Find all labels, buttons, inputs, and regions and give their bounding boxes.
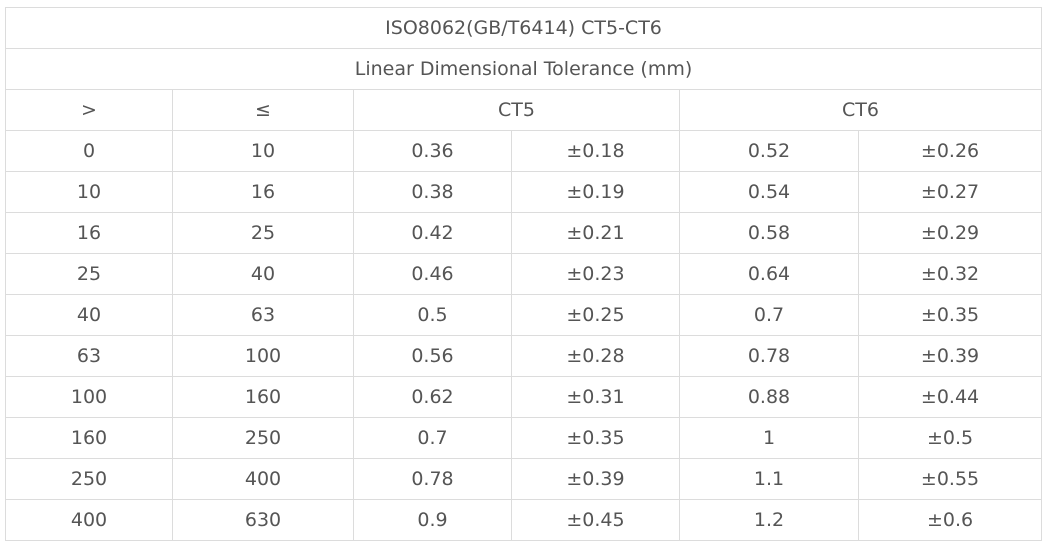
ct5-value-cell: 0.36 [353, 130, 512, 172]
ct5-value-cell: 0.9 [353, 499, 512, 541]
ct6-value-cell: 1 [679, 417, 859, 459]
table-row: 25 40 0.46 ±0.23 0.64 ±0.32 [5, 253, 1043, 295]
range-from-cell: 16 [5, 212, 173, 254]
ct6-tolerance-cell: ±0.39 [857, 335, 1043, 377]
ct5-tolerance-cell: ±0.39 [511, 458, 680, 500]
header-ct5: CT5 [353, 89, 680, 131]
ct6-tolerance-cell: ±0.44 [857, 376, 1043, 418]
ct6-tolerance-cell: ±0.32 [857, 253, 1043, 295]
range-to-cell: 63 [172, 294, 354, 336]
ct5-tolerance-cell: ±0.19 [511, 171, 680, 213]
range-to-cell: 400 [172, 458, 354, 500]
ct6-tolerance-cell: ±0.29 [857, 212, 1043, 254]
ct5-value-cell: 0.5 [353, 294, 512, 336]
range-from-cell: 40 [5, 294, 173, 336]
table-row: 0 10 0.36 ±0.18 0.52 ±0.26 [5, 130, 1043, 172]
ct5-tolerance-cell: ±0.45 [511, 499, 680, 541]
range-from-cell: 0 [5, 130, 173, 172]
range-to-cell: 160 [172, 376, 354, 418]
ct5-value-cell: 0.78 [353, 458, 512, 500]
table-title-row: ISO8062(GB/T6414) CT5-CT6 [4, 7, 1043, 49]
ct5-value-cell: 0.62 [353, 376, 512, 418]
table-subtitle-row: Linear Dimensional Tolerance (mm) [4, 48, 1043, 90]
table-row: 63 100 0.56 ±0.28 0.78 ±0.39 [5, 335, 1043, 377]
range-from-cell: 25 [5, 253, 173, 295]
range-to-cell: 10 [172, 130, 354, 172]
ct6-value-cell: 0.7 [679, 294, 859, 336]
range-from-cell: 160 [5, 417, 173, 459]
table-row: 250 400 0.78 ±0.39 1.1 ±0.55 [5, 458, 1043, 500]
ct6-tolerance-cell: ±0.55 [857, 458, 1043, 500]
table-row: 100 160 0.62 ±0.31 0.88 ±0.44 [5, 376, 1043, 418]
ct6-value-cell: 0.88 [679, 376, 859, 418]
ct6-value-cell: 1.2 [679, 499, 859, 541]
table-row: 400 630 0.9 ±0.45 1.2 ±0.6 [5, 499, 1043, 541]
ct5-value-cell: 0.56 [353, 335, 512, 377]
ct6-tolerance-cell: ±0.6 [857, 499, 1043, 541]
table-row: 10 16 0.38 ±0.19 0.54 ±0.27 [5, 171, 1043, 213]
range-from-cell: 63 [5, 335, 173, 377]
ct6-value-cell: 0.64 [679, 253, 859, 295]
ct5-value-cell: 0.42 [353, 212, 512, 254]
table-row: 40 63 0.5 ±0.25 0.7 ±0.35 [5, 294, 1043, 336]
ct5-tolerance-cell: ±0.21 [511, 212, 680, 254]
ct6-value-cell: 0.54 [679, 171, 859, 213]
ct5-tolerance-cell: ±0.28 [511, 335, 680, 377]
ct6-tolerance-cell: ±0.26 [857, 130, 1043, 172]
tolerance-table-container: ISO8062(GB/T6414) CT5-CT6 Linear Dimensi… [4, 7, 1043, 541]
table-row: 16 25 0.42 ±0.21 0.58 ±0.29 [5, 212, 1043, 254]
range-to-cell: 100 [172, 335, 354, 377]
range-from-cell: 400 [5, 499, 173, 541]
range-from-cell: 100 [5, 376, 173, 418]
ct5-value-cell: 0.46 [353, 253, 512, 295]
ct6-value-cell: 0.78 [679, 335, 859, 377]
header-ct6: CT6 [678, 89, 1043, 131]
ct6-tolerance-cell: ±0.35 [857, 294, 1043, 336]
range-to-cell: 25 [172, 212, 354, 254]
range-from-cell: 250 [5, 458, 173, 500]
ct5-value-cell: 0.38 [353, 171, 512, 213]
table-row: 160 250 0.7 ±0.35 1 ±0.5 [5, 417, 1043, 459]
ct6-value-cell: 1.1 [679, 458, 859, 500]
ct6-value-cell: 0.52 [679, 130, 859, 172]
ct5-tolerance-cell: ±0.25 [511, 294, 680, 336]
ct6-value-cell: 0.58 [679, 212, 859, 254]
ct5-tolerance-cell: ±0.18 [511, 130, 680, 172]
ct5-tolerance-cell: ±0.31 [511, 376, 680, 418]
header-greater-than: > [5, 89, 173, 131]
table-title: ISO8062(GB/T6414) CT5-CT6 [4, 7, 1043, 49]
range-to-cell: 40 [172, 253, 354, 295]
table-subtitle: Linear Dimensional Tolerance (mm) [4, 48, 1043, 90]
tolerance-table: ISO8062(GB/T6414) CT5-CT6 Linear Dimensi… [4, 7, 1043, 541]
ct5-value-cell: 0.7 [353, 417, 512, 459]
range-to-cell: 250 [172, 417, 354, 459]
header-less-equal: ≤ [172, 89, 354, 131]
ct6-tolerance-cell: ±0.27 [857, 171, 1043, 213]
range-to-cell: 16 [172, 171, 354, 213]
ct6-tolerance-cell: ±0.5 [857, 417, 1043, 459]
range-from-cell: 10 [5, 171, 173, 213]
range-to-cell: 630 [172, 499, 354, 541]
table-header-row: > ≤ CT5 CT6 [5, 89, 1043, 131]
ct5-tolerance-cell: ±0.35 [511, 417, 680, 459]
ct5-tolerance-cell: ±0.23 [511, 253, 680, 295]
